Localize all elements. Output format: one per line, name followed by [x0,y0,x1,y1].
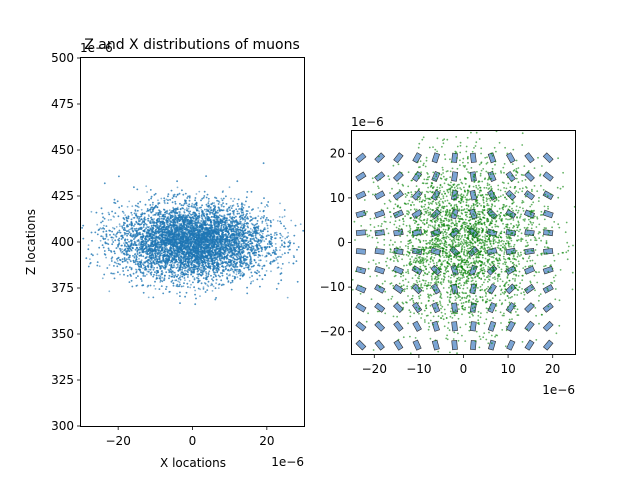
left-scatter-point [199,288,202,291]
left-scatter-point [279,249,281,252]
left-scatter-point [281,243,283,246]
left-scatter-points [81,162,305,306]
left-scatter-point [228,186,231,189]
left-scatter-point [119,225,121,228]
left-scatter-point [284,237,287,240]
left-scatter-point [112,226,114,229]
left-scatter-point [101,277,104,280]
left-scatter-point [138,258,140,260]
left-scatter-point [177,280,180,283]
left-scatter-point [90,210,93,213]
left-scatter-point [112,237,115,239]
left-scatter-point [177,240,180,243]
left-scatter-point [242,203,244,206]
left-scatter-point [274,243,277,245]
left-scatter-point [286,296,289,299]
left-scatter-point [264,255,266,258]
left-scatter-point [184,279,186,281]
left-scatter-point [137,206,140,209]
left-chart: Z and X distributions of muons 300325350… [24,37,305,470]
left-scatter-point [115,226,118,228]
left-scatter-point [220,197,223,200]
left-plot-area [81,162,305,306]
left-scatter-point [98,265,101,268]
left-scatter-point [265,222,268,225]
left-scatter-point [152,214,155,217]
left-scatter-point [154,288,157,290]
left-scatter-point [148,215,150,218]
left-chart-title: Z and X distributions of muons [84,37,300,53]
left-scatter-point [236,270,238,273]
left-scatter-point [87,244,90,247]
left-scatter-point [275,258,278,261]
left-scatter-point [194,289,197,292]
left-scatter-point [211,290,214,292]
left-scatter-point [193,277,196,280]
left-scatter-point [108,264,111,266]
left-scatter-point [261,216,263,218]
left-scatter-point [264,206,266,208]
left-scatter-point [231,275,234,277]
left-scatter-point [183,208,186,211]
left-scatter-point [299,223,302,226]
left-scatter-point [287,235,290,238]
left-scatter-point [190,283,192,286]
left-scatter-point [185,207,188,210]
left-scatter-point [163,201,166,204]
left-scatter-point [131,205,134,208]
left-scatter-point [148,268,151,271]
left-scatter-point [233,197,236,200]
left-scatter-point [198,210,200,213]
left-scatter-point [253,249,256,252]
left-scatter-point [157,199,159,202]
left-scatter-point [171,262,174,264]
left-scatter-point [258,259,260,262]
left-scatter-point [131,214,134,216]
left-scatter-point [96,223,99,226]
left-scatter-point [153,284,156,287]
left-scatter-point [281,235,284,238]
left-scatter-point [288,239,291,242]
left-scatter-point [249,268,252,271]
left-scatter-point [276,220,279,222]
left-scatter-point [146,191,149,193]
left-scatter-point [137,227,140,230]
left-scatter-point [208,213,211,215]
left-scatter-point [230,197,232,200]
left-scatter-point [147,296,150,299]
left-scatter-point [142,267,144,270]
left-scatter-point [257,215,260,218]
left-scatter-point [187,207,190,210]
left-scatter-point [205,220,208,223]
left-scatter-point [103,224,105,227]
left-scatter-point [249,227,252,230]
left-scatter-point [252,280,255,282]
left-scatter-point [128,258,131,261]
left-scatter-point [259,210,261,213]
left-scatter-point [189,286,192,289]
left-scatter-point [176,186,179,189]
left-scatter-point [290,219,293,222]
left-scatter-point [124,214,127,217]
left-scatter-point [241,222,243,225]
left-scatter-point [196,207,198,210]
left-scatter-point [115,262,118,265]
left-scatter-point [265,270,268,272]
left-scatter-point [99,239,102,242]
left-scatter-point [243,204,246,206]
left-scatter-point [216,259,219,262]
left-scatter-point [245,266,247,269]
left-scatter-point [182,285,185,288]
left-scatter-point [191,202,194,205]
left-scatter-point [267,205,269,208]
left-scatter-point [226,221,229,224]
left-scatter-point [278,216,281,218]
left-scatter-point [128,200,131,203]
left-scatter-point [248,276,251,279]
left-scatter-point [279,202,281,205]
left-scatter-point [288,261,290,264]
